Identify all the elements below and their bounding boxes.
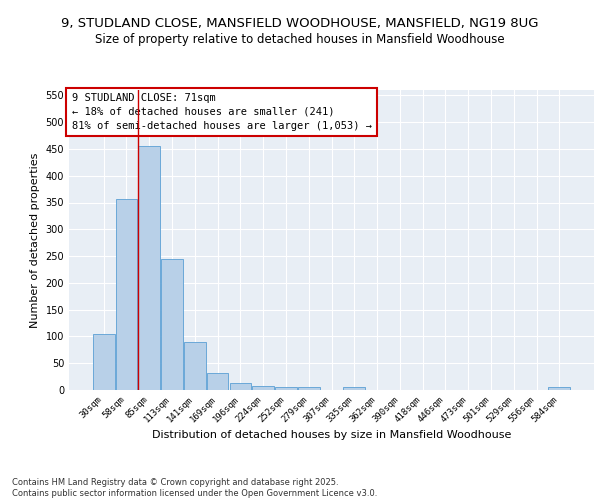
Y-axis label: Number of detached properties: Number of detached properties	[30, 152, 40, 328]
Bar	[548, 388, 570, 390]
X-axis label: Distribution of detached houses by size in Mansfield Woodhouse: Distribution of detached houses by size …	[152, 430, 511, 440]
Text: Contains HM Land Registry data © Crown copyright and database right 2025.
Contai: Contains HM Land Registry data © Crown c…	[12, 478, 377, 498]
Bar	[298, 388, 320, 390]
Bar	[139, 146, 160, 390]
Bar	[161, 259, 183, 390]
Text: 9 STUDLAND CLOSE: 71sqm
← 18% of detached houses are smaller (241)
81% of semi-d: 9 STUDLAND CLOSE: 71sqm ← 18% of detache…	[71, 93, 371, 131]
Bar	[184, 342, 206, 390]
Text: 9, STUDLAND CLOSE, MANSFIELD WOODHOUSE, MANSFIELD, NG19 8UG: 9, STUDLAND CLOSE, MANSFIELD WOODHOUSE, …	[61, 18, 539, 30]
Bar	[343, 388, 365, 390]
Bar	[230, 383, 251, 390]
Bar	[207, 374, 229, 390]
Bar	[116, 198, 137, 390]
Bar	[253, 386, 274, 390]
Bar	[275, 388, 297, 390]
Bar	[93, 334, 115, 390]
Text: Size of property relative to detached houses in Mansfield Woodhouse: Size of property relative to detached ho…	[95, 32, 505, 46]
